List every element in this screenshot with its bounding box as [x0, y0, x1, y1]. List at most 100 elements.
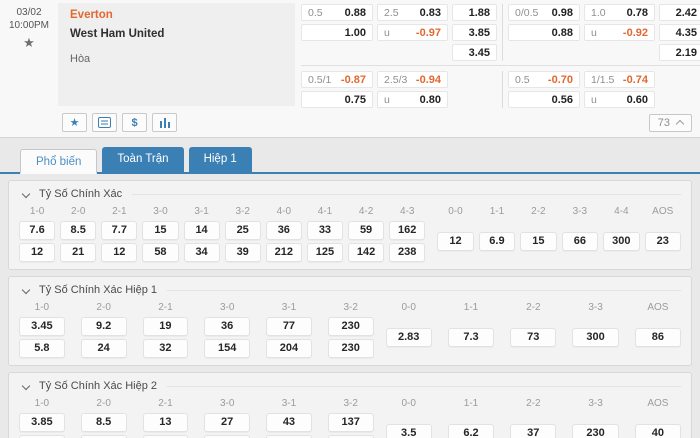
score-odds-button[interactable]: 39 — [224, 243, 261, 262]
score-odds-button[interactable]: 300 — [603, 232, 640, 251]
score-odds-button[interactable]: 230 — [327, 339, 374, 358]
score-odds-button[interactable]: 86 — [634, 328, 682, 347]
score-odds-button[interactable]: 5.8 — [19, 339, 65, 358]
score-odds-button[interactable]: 15 — [520, 232, 557, 251]
handicap-odds-cell[interactable]: 0.56 — [508, 91, 580, 108]
overunder-odds-cell[interactable]: u 0.60 — [584, 91, 655, 108]
score-odds-button[interactable]: 73 — [510, 328, 557, 347]
score-odds-button[interactable]: 238 — [389, 243, 426, 262]
stats-button[interactable] — [152, 113, 177, 132]
score-odds-button[interactable]: 66 — [561, 232, 599, 251]
favorite-star-icon[interactable]: ★ — [23, 35, 35, 50]
overunder-odds-cell[interactable]: 2.5/3 -0.94 — [377, 71, 448, 88]
score-odds-button[interactable]: 300 — [572, 328, 619, 347]
score-odds-button[interactable]: 8.5 — [60, 221, 97, 240]
handicap-odds-cell[interactable]: 0.5 0.88 — [301, 4, 373, 21]
score-odds-button[interactable]: 91 — [204, 435, 251, 438]
score-column: 4-3 162 238 — [389, 205, 426, 262]
overunder-odds-cell[interactable]: u -0.97 — [377, 24, 448, 41]
score-odds-button[interactable]: 7.6 — [19, 221, 56, 240]
score-odds-button[interactable]: 32 — [142, 339, 189, 358]
score-odds-button[interactable]: 23 — [644, 232, 681, 251]
score-odds-button[interactable]: 12 — [437, 232, 474, 251]
handicap-odds-cell[interactable]: 0.5/1 -0.87 — [301, 71, 373, 88]
score-odds-button[interactable]: 36 — [265, 221, 302, 240]
score-odds-button[interactable]: 33 — [306, 221, 343, 240]
score-odds-button[interactable]: 125 — [306, 243, 343, 262]
overunder-odds-cell[interactable]: 1.0 0.78 — [584, 4, 655, 21]
odds-value: -0.87 — [340, 73, 366, 86]
section-header[interactable]: Tỷ Số Chính Xác Hiệp 2 — [19, 377, 681, 395]
favorite-button[interactable]: ★ — [62, 113, 87, 132]
1x2-draw-odds-cell[interactable]: 4.35 — [659, 24, 700, 41]
score-odds-button[interactable]: 5.8 — [19, 435, 65, 438]
1x2-draw-odds-cell[interactable]: 3.85 — [452, 24, 497, 41]
overunder-odds-cell[interactable]: u -0.92 — [584, 24, 655, 41]
score-odds-button[interactable]: 8.5 — [80, 413, 127, 432]
score-odds-button[interactable]: 24 — [80, 339, 127, 358]
tab-popular[interactable]: Phổ biến — [20, 149, 98, 174]
handicap-odds-cell[interactable]: 0.5 -0.70 — [508, 71, 580, 88]
score-odds-button[interactable]: 43 — [266, 413, 312, 432]
score-odds-button[interactable]: 19 — [80, 435, 127, 438]
score-odds-button[interactable]: 20 — [142, 435, 189, 438]
score-odds-button[interactable]: 7.7 — [101, 221, 138, 240]
score-odds-button[interactable]: 6.9 — [478, 232, 516, 251]
score-odds-button[interactable]: 204 — [266, 339, 312, 358]
score-odds-button[interactable]: 12 — [19, 243, 56, 262]
bet-list-button[interactable] — [92, 113, 117, 132]
score-odds-button[interactable]: 2.83 — [385, 328, 432, 347]
score-odds-button[interactable]: 40 — [634, 424, 682, 438]
score-odds-button[interactable]: 15 — [142, 221, 179, 240]
score-odds-button[interactable]: 77 — [266, 317, 312, 336]
1x2-away-odds-cell[interactable]: 3.45 — [452, 44, 497, 61]
score-odds-button[interactable]: 27 — [204, 413, 251, 432]
score-odds-button[interactable]: 230 — [572, 424, 619, 438]
score-odds-button[interactable]: 36 — [204, 317, 251, 336]
score-odds-button[interactable]: 3.85 — [19, 413, 65, 432]
section-header[interactable]: Tỷ Số Chính Xác — [19, 185, 681, 203]
score-column: 4-1 33 125 — [306, 205, 343, 262]
score-odds-button[interactable]: 14 — [183, 221, 220, 240]
score-odds-button[interactable]: 154 — [204, 339, 251, 358]
score-odds-button[interactable]: 6.2 — [447, 424, 495, 438]
1x2-home-odds-cell[interactable]: 2.42 — [659, 4, 700, 21]
score-odds-button[interactable]: 9.2 — [80, 317, 127, 336]
chevron-down-icon — [21, 189, 31, 199]
overunder-odds-cell[interactable]: u 0.80 — [377, 91, 448, 108]
1x2-away-odds-cell[interactable]: 2.19 — [659, 44, 700, 61]
score-odds-button[interactable]: 142 — [348, 243, 385, 262]
score-odds-button[interactable]: 12 — [101, 243, 138, 262]
handicap-odds-cell[interactable]: 0.75 — [301, 91, 373, 108]
handicap-odds-cell[interactable]: 1.00 — [301, 24, 373, 41]
handicap-odds-cell[interactable]: 0.88 — [508, 24, 580, 41]
score-odds-button[interactable]: 37 — [510, 424, 557, 438]
score-odds-button[interactable]: 21 — [60, 243, 97, 262]
tab-full-match[interactable]: Toàn Trận — [102, 147, 184, 172]
handicap-odds-cell[interactable]: 0/0.5 0.98 — [508, 4, 580, 21]
section-header[interactable]: Tỷ Số Chính Xác Hiệp 1 — [19, 281, 681, 299]
score-odds-button[interactable]: 3.5 — [385, 424, 432, 438]
1x2-home-odds-cell[interactable]: 1.88 — [452, 4, 497, 21]
market-tabbar: Phổ biến Toàn Trận Hiệp 1 — [0, 138, 700, 174]
cash-odds-button[interactable]: $ — [122, 113, 147, 132]
score-odds-button[interactable]: 137 — [327, 413, 374, 432]
score-odds-button[interactable]: 25 — [224, 221, 261, 240]
score-label: 3-3 — [572, 206, 588, 217]
score-odds-button[interactable]: 230 — [327, 317, 374, 336]
score-odds-button[interactable]: 97 — [266, 435, 312, 438]
score-odds-button[interactable]: 59 — [348, 221, 385, 240]
tab-first-half[interactable]: Hiệp 1 — [188, 147, 252, 172]
overunder-odds-cell[interactable]: 2.5 0.83 — [377, 4, 448, 21]
score-odds-button[interactable]: 7.3 — [447, 328, 495, 347]
score-odds-button[interactable]: 34 — [183, 243, 220, 262]
score-odds-button[interactable]: 212 — [265, 243, 302, 262]
score-odds-button[interactable]: 3.45 — [19, 317, 65, 336]
score-odds-button[interactable]: 162 — [389, 221, 426, 240]
more-bets-button[interactable]: 73 — [648, 113, 692, 132]
score-odds-button[interactable]: 19 — [142, 317, 189, 336]
score-odds-button[interactable]: 207 — [327, 435, 374, 438]
score-odds-button[interactable]: 13 — [142, 413, 189, 432]
score-odds-button[interactable]: 58 — [142, 243, 179, 262]
overunder-odds-cell[interactable]: 1/1.5 -0.74 — [584, 71, 655, 88]
